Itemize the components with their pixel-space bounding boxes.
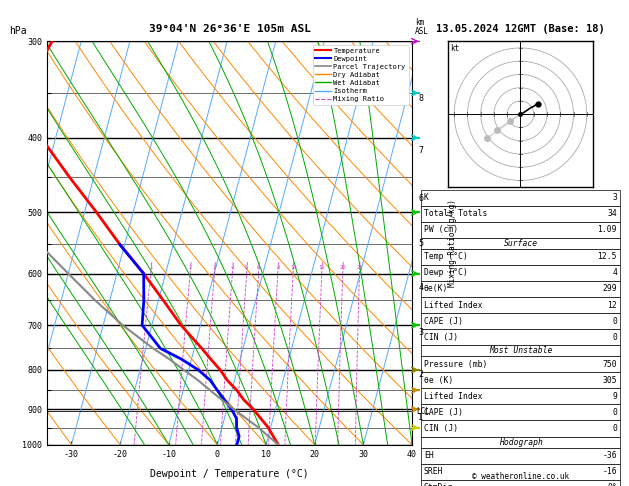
Text: Dewp (°C): Dewp (°C) (424, 268, 468, 278)
Text: PW (cm): PW (cm) (424, 225, 458, 234)
Text: 25: 25 (356, 265, 363, 270)
Text: 750: 750 (603, 360, 617, 369)
Text: Mixing Ratio (g/kg): Mixing Ratio (g/kg) (448, 199, 457, 287)
Text: 20: 20 (340, 265, 346, 270)
Text: kt: kt (450, 44, 460, 53)
Text: 39°04'N 26°36'E 105m ASL: 39°04'N 26°36'E 105m ASL (148, 24, 311, 34)
Text: 2: 2 (189, 265, 192, 270)
Text: CAPE (J): CAPE (J) (424, 316, 463, 326)
Text: 5: 5 (245, 265, 248, 270)
Text: Dewpoint / Temperature (°C): Dewpoint / Temperature (°C) (150, 469, 309, 479)
Text: Most Unstable: Most Unstable (489, 346, 552, 355)
Text: Lifted Index: Lifted Index (424, 300, 482, 310)
Text: 4: 4 (612, 268, 617, 278)
Text: 4: 4 (231, 265, 234, 270)
Text: 6: 6 (257, 265, 260, 270)
Text: 12: 12 (607, 300, 617, 310)
Text: km
ASL: km ASL (415, 18, 429, 36)
Text: EH: EH (424, 451, 434, 460)
Text: K: K (424, 193, 429, 202)
Text: 8: 8 (276, 265, 279, 270)
Text: 299: 299 (603, 284, 617, 294)
Text: Temp (°C): Temp (°C) (424, 252, 468, 261)
Text: 5: 5 (418, 239, 423, 248)
Text: 8: 8 (418, 94, 423, 103)
Text: 0: 0 (612, 332, 617, 342)
Text: Totals Totals: Totals Totals (424, 209, 487, 218)
Text: -36: -36 (603, 451, 617, 460)
Text: CIN (J): CIN (J) (424, 332, 458, 342)
Text: 1.09: 1.09 (598, 225, 617, 234)
Text: LCL: LCL (416, 407, 430, 416)
Text: 0: 0 (612, 424, 617, 433)
Text: CAPE (J): CAPE (J) (424, 408, 463, 417)
Text: 4: 4 (418, 283, 423, 292)
Text: 3: 3 (418, 328, 423, 337)
Text: StmDir: StmDir (424, 484, 454, 486)
Text: Surface: Surface (503, 239, 538, 248)
Text: Hodograph: Hodograph (499, 437, 542, 447)
Text: 34: 34 (607, 209, 617, 218)
Text: 12.5: 12.5 (598, 252, 617, 261)
Text: Lifted Index: Lifted Index (424, 392, 482, 401)
Text: 1: 1 (149, 265, 152, 270)
Text: -16: -16 (603, 468, 617, 476)
Text: 15: 15 (318, 265, 325, 270)
Text: hPa: hPa (9, 26, 27, 36)
Text: 305: 305 (603, 376, 617, 385)
Text: CIN (J): CIN (J) (424, 424, 458, 433)
Text: 6: 6 (418, 193, 423, 203)
Text: Pressure (mb): Pressure (mb) (424, 360, 487, 369)
Text: 7: 7 (418, 145, 423, 155)
Text: 3: 3 (213, 265, 216, 270)
Text: 13.05.2024 12GMT (Base: 18): 13.05.2024 12GMT (Base: 18) (436, 24, 605, 34)
Text: 3: 3 (612, 193, 617, 202)
Text: © weatheronline.co.uk: © weatheronline.co.uk (472, 472, 569, 481)
Text: θe (K): θe (K) (424, 376, 454, 385)
Text: 0: 0 (612, 316, 617, 326)
Text: SREH: SREH (424, 468, 443, 476)
Text: 0°: 0° (607, 484, 617, 486)
Text: θe(K): θe(K) (424, 284, 448, 294)
Legend: Temperature, Dewpoint, Parcel Trajectory, Dry Adiabat, Wet Adiabat, Isotherm, Mi: Temperature, Dewpoint, Parcel Trajectory… (313, 45, 408, 105)
Text: 1: 1 (418, 413, 423, 422)
Text: 0: 0 (612, 408, 617, 417)
Text: 10: 10 (290, 265, 296, 270)
Text: 9: 9 (612, 392, 617, 401)
Text: 2: 2 (418, 370, 423, 380)
